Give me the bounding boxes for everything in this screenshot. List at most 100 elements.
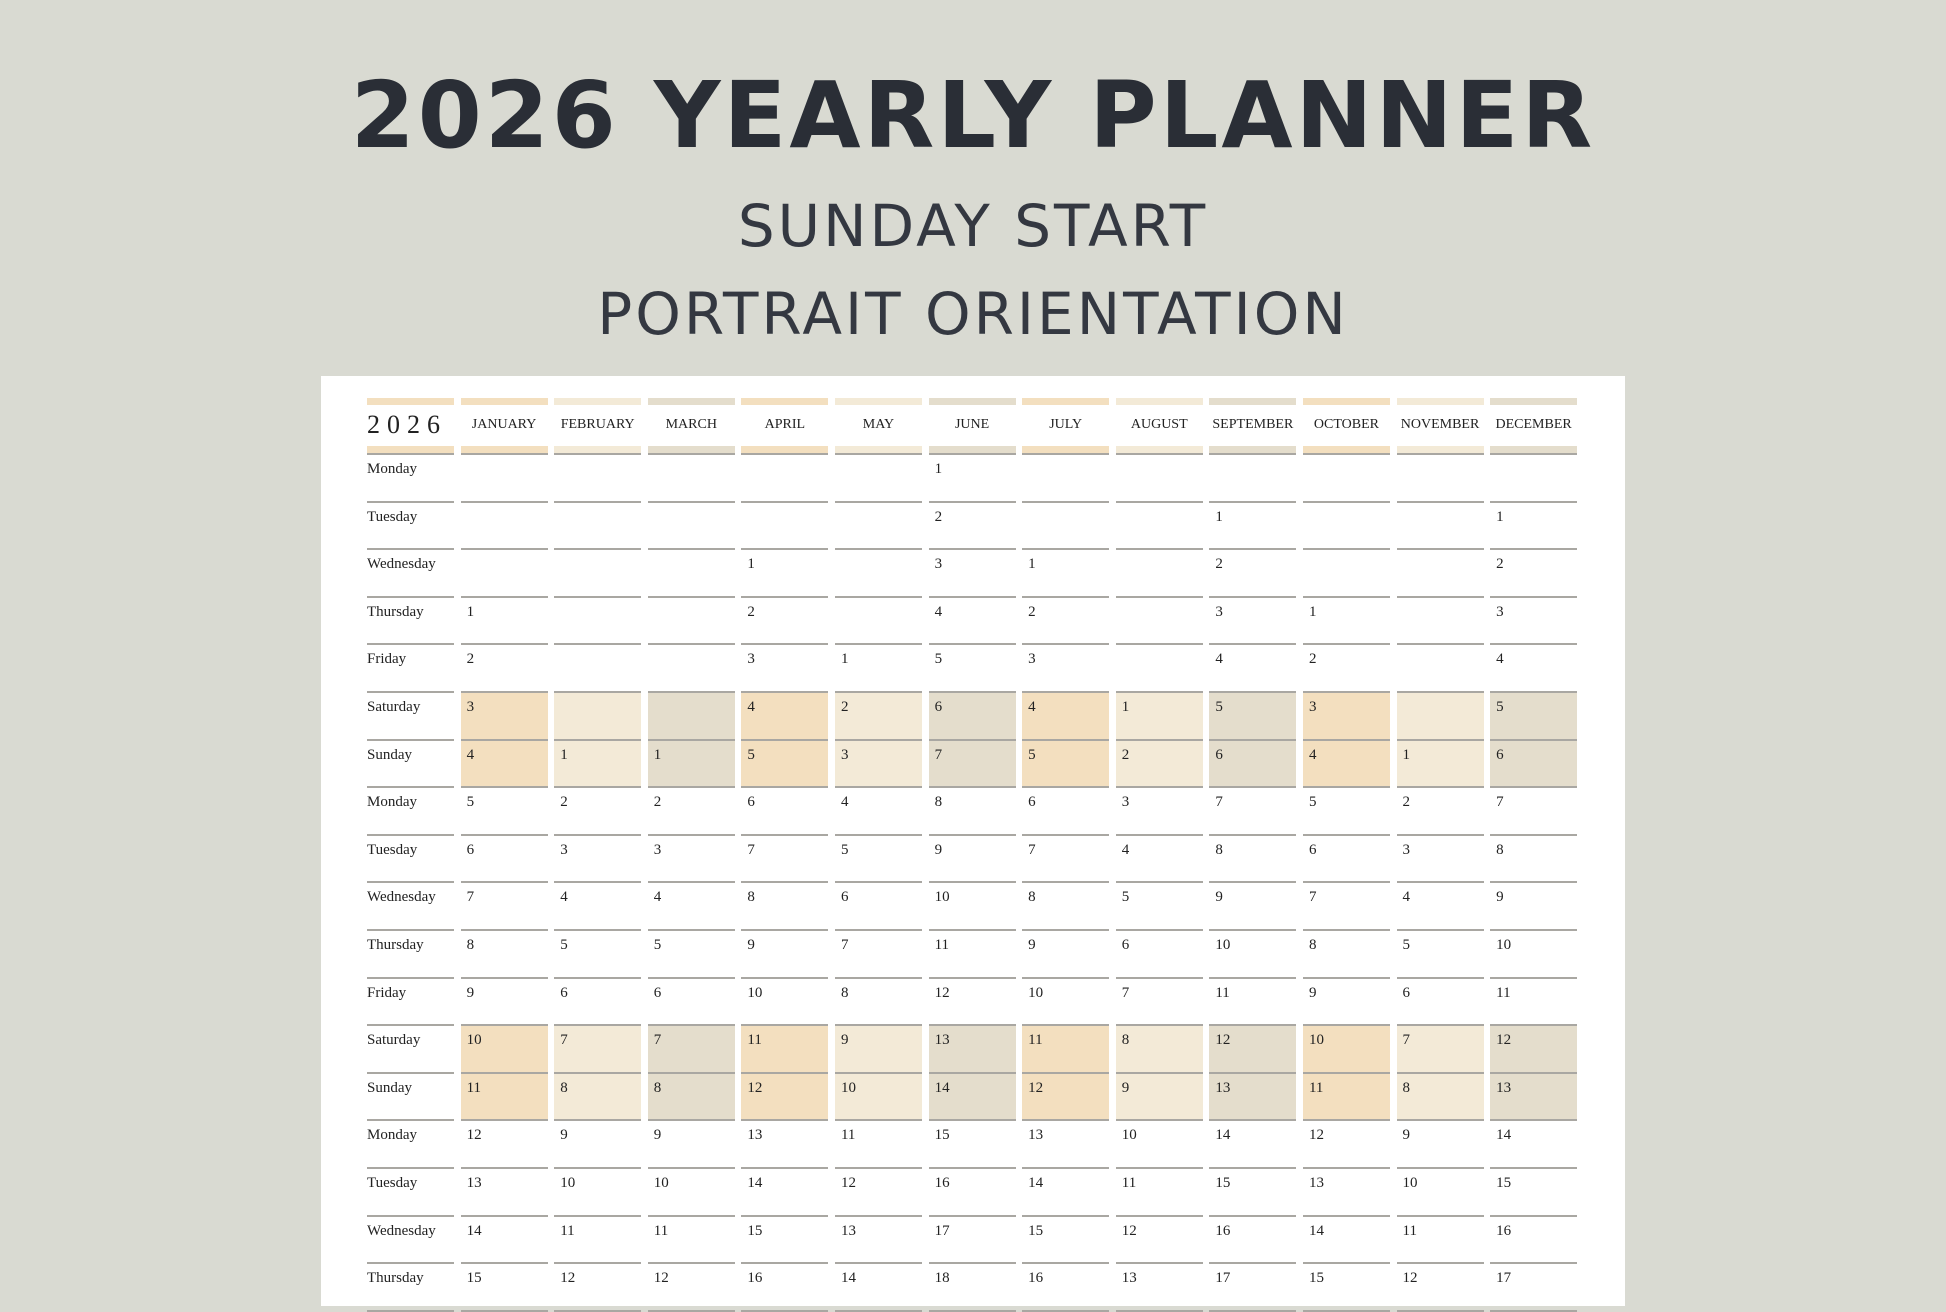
day-cell: 5 [460, 788, 548, 836]
day-cell: 12 [928, 979, 1016, 1027]
header-bar-top [1302, 398, 1390, 405]
day-cell: 15 [1022, 1217, 1110, 1265]
day-cell: 2 [647, 788, 735, 836]
day-cell [460, 550, 548, 598]
day-cell: 7 [1209, 788, 1297, 836]
day-cell: 9 [1022, 931, 1110, 979]
month-header-august: AUGUST [1115, 398, 1203, 455]
day-cell: 4 [554, 883, 642, 931]
weekday-label: Saturday [367, 693, 454, 741]
day-cell: 11 [928, 931, 1016, 979]
weekday-label: Thursday [367, 598, 454, 646]
day-cell: 7 [1022, 836, 1110, 884]
day-cell: 10 [1209, 931, 1297, 979]
day-cell: 13 [928, 1026, 1016, 1074]
day-cell: 4 [834, 788, 922, 836]
day-cell: 3 [460, 692, 548, 741]
day-cell: 1 [928, 455, 1016, 503]
day-cell: 2 [460, 645, 548, 693]
weekday-label: Tuesday [367, 503, 454, 551]
day-cell: 4 [1490, 645, 1578, 693]
header-bar-top [460, 398, 548, 405]
day-cell: 10 [834, 1073, 922, 1122]
day-cell: 11 [834, 1121, 922, 1169]
day-cell: 14 [1302, 1217, 1390, 1265]
header-bar-bottom [1396, 446, 1484, 455]
day-cell [1209, 455, 1297, 503]
day-cell: 10 [554, 1169, 642, 1217]
day-cell: 18 [928, 1264, 1016, 1312]
day-cell: 3 [928, 550, 1016, 598]
day-cell: 2 [741, 598, 829, 646]
day-cell: 7 [1115, 979, 1203, 1027]
day-cell [647, 692, 735, 741]
day-cell: 11 [1302, 1073, 1390, 1122]
day-cell: 2 [834, 692, 922, 741]
day-cell: 16 [1209, 1217, 1297, 1265]
month-header-may: MAY [834, 398, 922, 455]
day-cell: 8 [1209, 836, 1297, 884]
day-cell: 14 [1022, 1169, 1110, 1217]
day-cell: 15 [741, 1217, 829, 1265]
header-bar-top [1209, 398, 1297, 405]
header-bar-top [367, 398, 454, 405]
day-cell: 8 [834, 979, 922, 1027]
header-bar-top [1115, 398, 1203, 405]
day-cell [741, 455, 829, 503]
day-cell: 15 [1490, 1169, 1578, 1217]
day-cell: 5 [741, 740, 829, 789]
day-cell: 1 [1115, 692, 1203, 741]
month-header-march-label: MARCH [665, 417, 717, 432]
day-cell: 11 [1396, 1217, 1484, 1265]
header-bar-top [554, 398, 642, 405]
month-header-june: JUNE [928, 398, 1016, 455]
day-cell: 10 [1396, 1169, 1484, 1217]
weekday-label: Thursday [367, 931, 454, 979]
day-cell [1396, 455, 1484, 503]
day-cell: 7 [647, 1026, 735, 1074]
day-cell: 7 [1490, 788, 1578, 836]
weekday-label: Thursday [367, 1264, 454, 1312]
header-bar-top [741, 398, 829, 405]
day-cell [647, 503, 735, 551]
day-cell: 1 [1302, 598, 1390, 646]
day-cell: 17 [928, 1217, 1016, 1265]
day-cell: 3 [1396, 836, 1484, 884]
day-cell: 6 [928, 692, 1016, 741]
day-cell: 1 [1490, 503, 1578, 551]
day-cell: 14 [741, 1169, 829, 1217]
day-cell: 5 [647, 931, 735, 979]
month-header-october-label: OCTOBER [1313, 417, 1379, 432]
day-cell: 2 [1490, 550, 1578, 598]
day-cell: 8 [554, 1073, 642, 1122]
day-cell: 11 [1022, 1026, 1110, 1074]
day-cell: 3 [834, 740, 922, 789]
day-cell: 8 [741, 883, 829, 931]
calendar-grid: 2026 JANUARY FEBRUARY MARCH APRIL MAY JUNE JULY… [367, 398, 1578, 1312]
day-cell: 17 [1209, 1264, 1297, 1312]
day-cell: 6 [1302, 836, 1390, 884]
month-header-november: NOVEMBER [1396, 398, 1484, 455]
day-cell: 5 [1302, 788, 1390, 836]
day-cell: 3 [1209, 598, 1297, 646]
day-cell: 12 [1115, 1217, 1203, 1265]
day-cell: 12 [1302, 1121, 1390, 1169]
day-cell: 14 [928, 1073, 1016, 1122]
weekday-label: Friday [367, 645, 454, 693]
day-cell: 1 [1396, 740, 1484, 789]
day-cell [834, 503, 922, 551]
day-cell [1396, 692, 1484, 741]
year-header-label: 2026 [367, 410, 447, 439]
header-bar-top [1396, 398, 1484, 405]
day-cell [1302, 503, 1390, 551]
day-cell: 10 [1302, 1026, 1390, 1074]
day-cell [1396, 550, 1484, 598]
planner-sheet: 2026 JANUARY FEBRUARY MARCH APRIL MAY JUNE JULY… [321, 376, 1625, 1312]
day-cell: 4 [928, 598, 1016, 646]
header-bar-top [928, 398, 1016, 405]
day-cell: 9 [460, 979, 548, 1027]
weekday-label: Wednesday [367, 883, 454, 931]
subtitle-start-day: SUNDAY START [737, 192, 1209, 260]
day-cell: 1 [1022, 550, 1110, 598]
day-cell: 10 [460, 1026, 548, 1074]
